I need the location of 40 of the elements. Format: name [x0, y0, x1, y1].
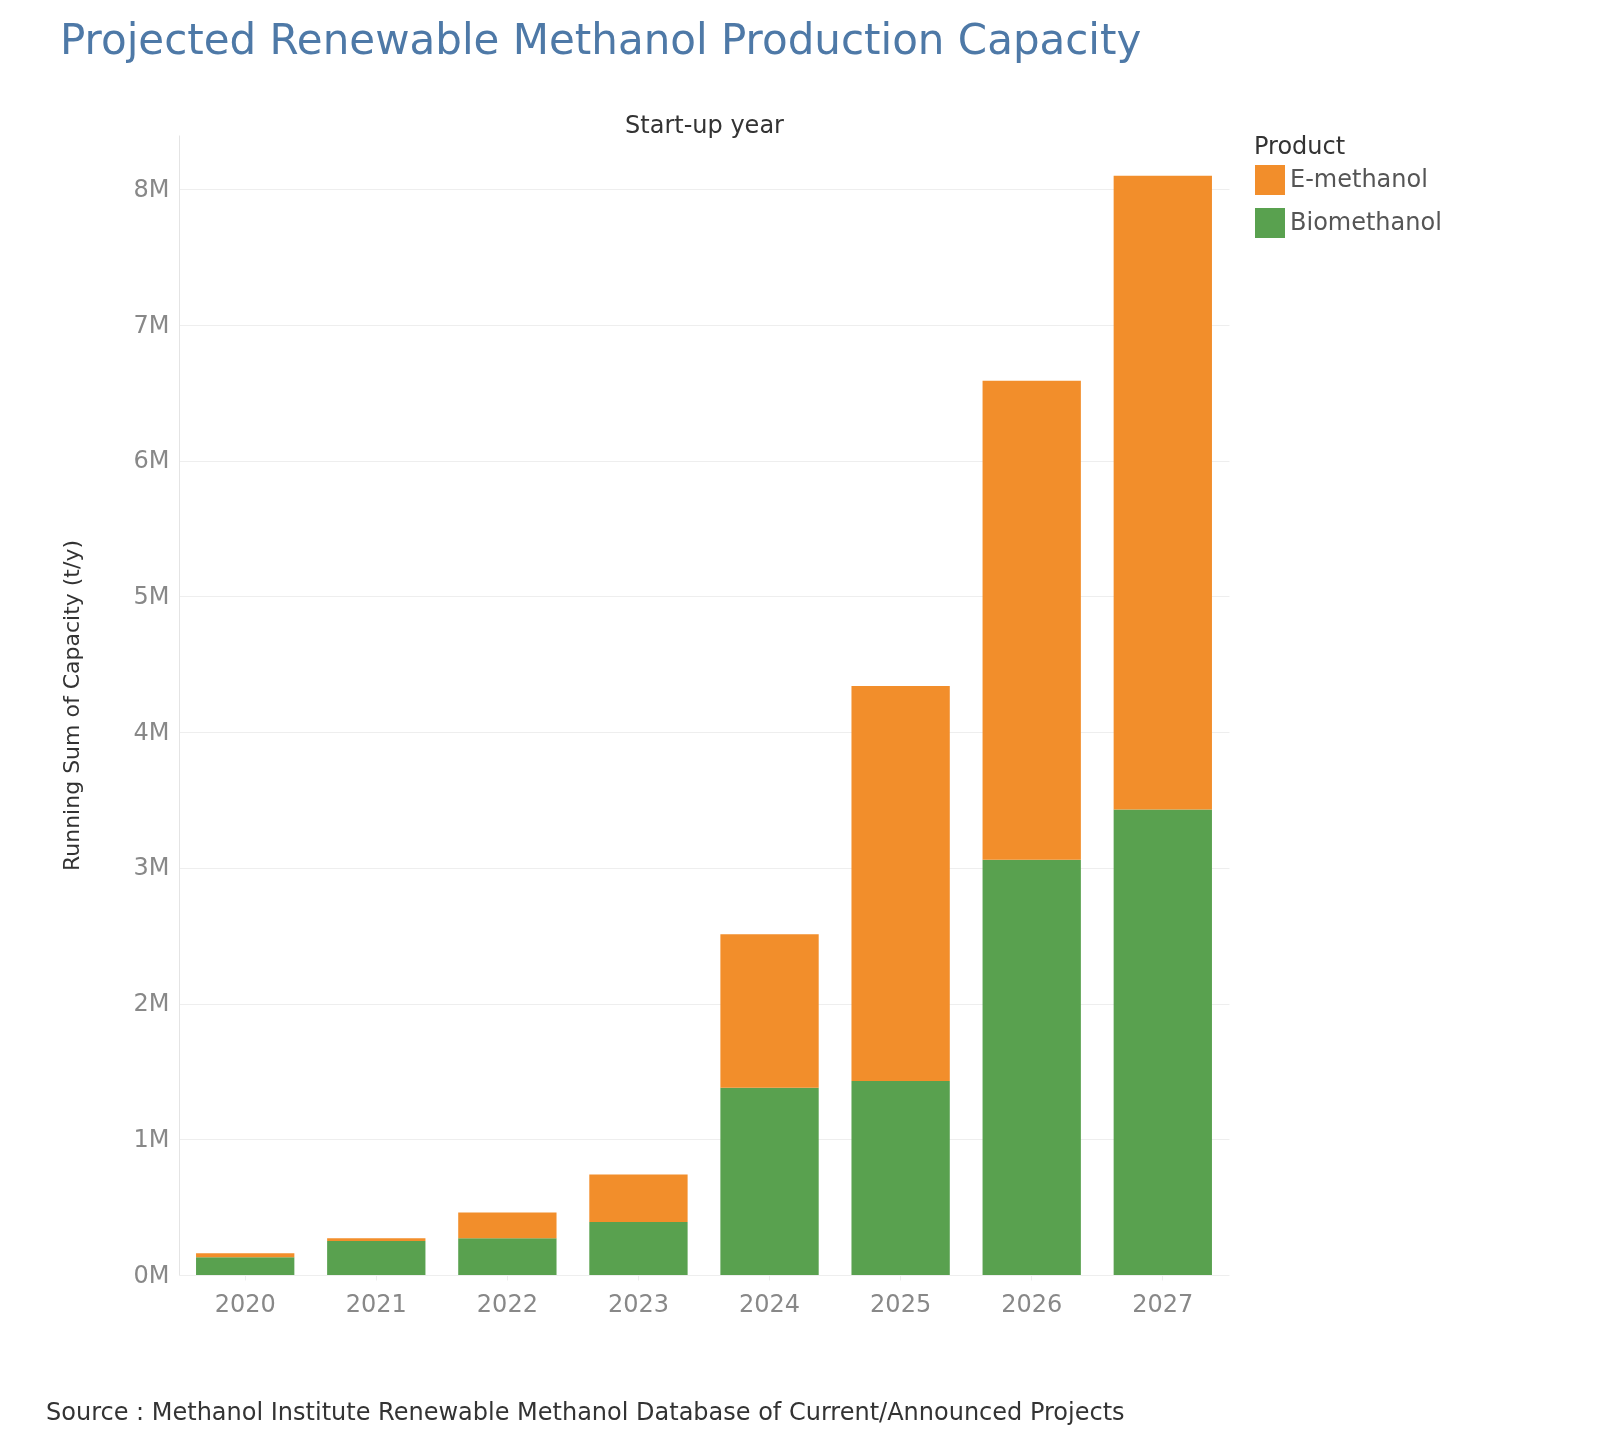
bar — [982, 859, 1081, 1275]
bar — [589, 1174, 688, 1223]
y-tick-label: 5M — [133, 581, 170, 610]
x-tick-label: 2024 — [739, 1289, 801, 1318]
legend-label: Biomethanol — [1290, 208, 1442, 236]
y-tick-label: 1M — [133, 1124, 170, 1153]
bar — [327, 1238, 426, 1242]
bar — [458, 1212, 557, 1239]
bar — [196, 1253, 295, 1258]
bar — [1113, 809, 1212, 1275]
x-tick-label: 2021 — [345, 1289, 407, 1318]
y-tick-label: 6M — [133, 446, 170, 475]
bar — [196, 1257, 295, 1275]
legend-label: E-methanol — [1290, 165, 1428, 193]
y-axis-title: Running Sum of Capacity (t/y) — [58, 539, 84, 872]
x-tick-label: 2020 — [214, 1289, 276, 1318]
y-tick-label: 4M — [133, 717, 170, 746]
bar — [720, 934, 819, 1088]
y-tick-label: 8M — [133, 174, 170, 203]
bar — [982, 380, 1081, 860]
bar — [1113, 175, 1212, 810]
y-tick-label: 7M — [133, 310, 170, 339]
bar — [589, 1222, 688, 1275]
y-tick-label: 3M — [133, 853, 170, 882]
x-tick-label: 2027 — [1132, 1289, 1194, 1318]
legend-title: Product — [1254, 132, 1346, 160]
bar — [851, 686, 950, 1081]
x-tick-label: 2022 — [476, 1289, 538, 1318]
chart-title: Projected Renewable Methanol Production Capacity — [60, 15, 1142, 64]
x-axis-title: Start-up year — [625, 110, 785, 139]
bar — [458, 1238, 557, 1275]
bar — [851, 1080, 950, 1275]
x-tick-label: 2025 — [870, 1289, 932, 1318]
x-tick-label: 2023 — [607, 1289, 669, 1318]
bar — [327, 1241, 426, 1275]
y-tick-label: 0M — [133, 1260, 170, 1289]
source-note: Source : Methanol Institute Renewable Methanol Database of Current/Announced Projects — [46, 1398, 1125, 1426]
x-tick-label: 2026 — [1001, 1289, 1063, 1318]
y-tick-label: 2M — [133, 989, 170, 1018]
bar — [720, 1087, 819, 1275]
